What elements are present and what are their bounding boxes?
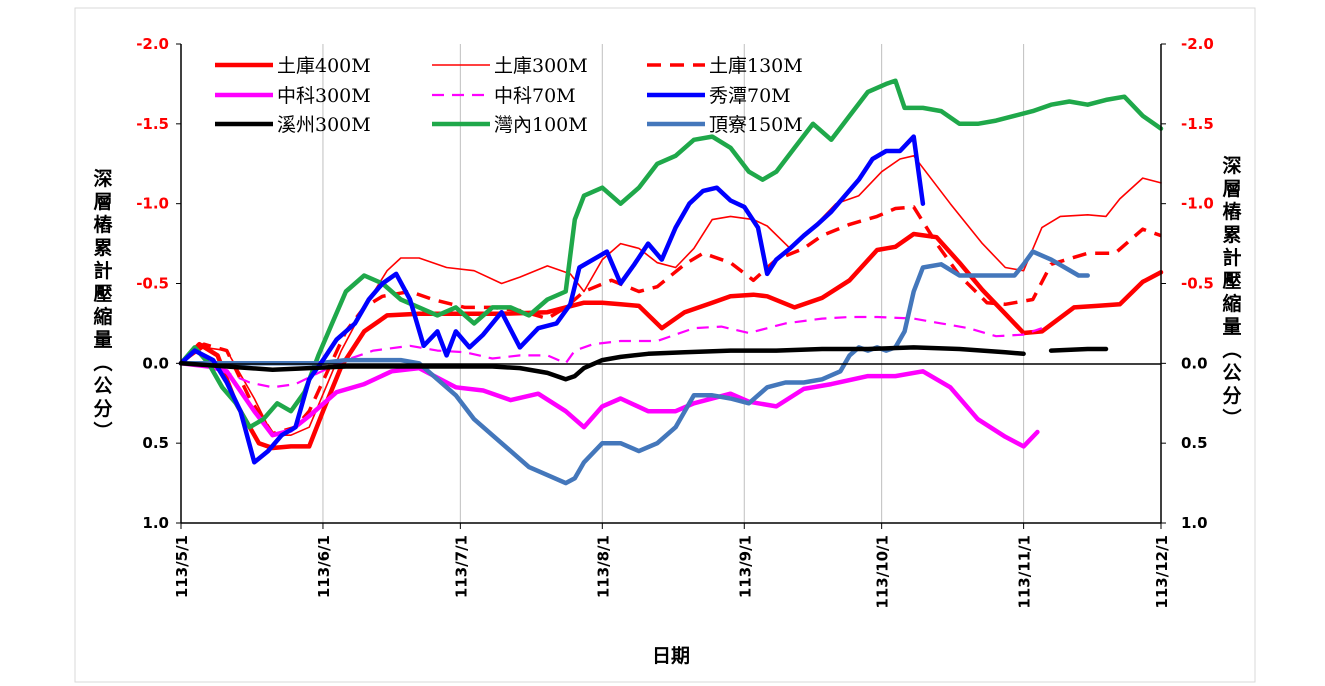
legend-label: 秀潭70M [709, 85, 791, 107]
legend-label: 土庫400M [277, 55, 371, 77]
chart-area-border [74, 7, 1256, 683]
y-tick-label-left: 0.0 [142, 354, 169, 372]
x-tick-label: 113/6/1 [315, 535, 333, 598]
x-axis-label: 日期 [652, 645, 690, 667]
y-tick-label-right: -1.0 [1181, 195, 1214, 213]
series-line [178, 249, 1090, 486]
y-tick-label-left: -0.5 [136, 275, 169, 293]
y-tick-label-right: 0.5 [1181, 434, 1208, 452]
x-tick-label: 113/8/1 [594, 535, 612, 598]
legend-label: 灣內100M [494, 114, 588, 136]
legend: 土庫400M 土庫300M 土庫130M 中科300M 中科70M 秀潭70M 溪州300M… [215, 55, 803, 136]
y-tick-label-right: -0.5 [1181, 275, 1214, 293]
legend-label: 中科70M [494, 85, 576, 107]
x-tick-label: 113/7/1 [452, 535, 470, 598]
legend-label: 土庫300M [494, 55, 588, 77]
legend-label: 溪州300M [277, 114, 371, 136]
x-tick-label: 113/11/1 [1016, 535, 1034, 609]
y-tick-label-right: 0.0 [1181, 354, 1208, 372]
series-line [178, 231, 1164, 451]
y-tick-label-left: -1.0 [136, 195, 169, 213]
y-tick-label-right: -1.5 [1181, 115, 1214, 133]
y-tick-label-left: 0.5 [142, 434, 169, 452]
legend-label: 土庫130M [709, 55, 803, 77]
legend-label: 頂寮150M [709, 114, 803, 136]
tick-labels: 113/5/1 113/6/1 113/7/1 113/8/1 113/9/1 113/1… [136, 35, 1214, 609]
series-line [179, 205, 1162, 436]
y-tick-label-left: -2.0 [136, 35, 169, 53]
x-tick-label: 113/5/1 [173, 535, 191, 598]
y-tick-label-right: -2.0 [1181, 35, 1214, 53]
y-axis-label-right: 深層樁累計壓縮量︵公分︶ [1222, 154, 1242, 430]
x-tick-label: 113/12/1 [1153, 535, 1171, 609]
y-tick-label-left: 1.0 [142, 514, 169, 532]
legend-label: 中科300M [277, 85, 371, 107]
series-line [178, 134, 926, 465]
y-axis-label-left: 深層樁累計壓縮量︵公分︶ [93, 167, 113, 443]
series-line [178, 361, 1040, 449]
y-tick-label-left: -1.5 [136, 115, 169, 133]
x-tick-label: 113/10/1 [874, 535, 892, 609]
series-group [178, 78, 1164, 486]
y-tick-label-right: 1.0 [1181, 514, 1208, 532]
series-line [178, 345, 1109, 382]
x-tick-label: 113/9/1 [736, 535, 754, 598]
series-line [180, 315, 1043, 389]
